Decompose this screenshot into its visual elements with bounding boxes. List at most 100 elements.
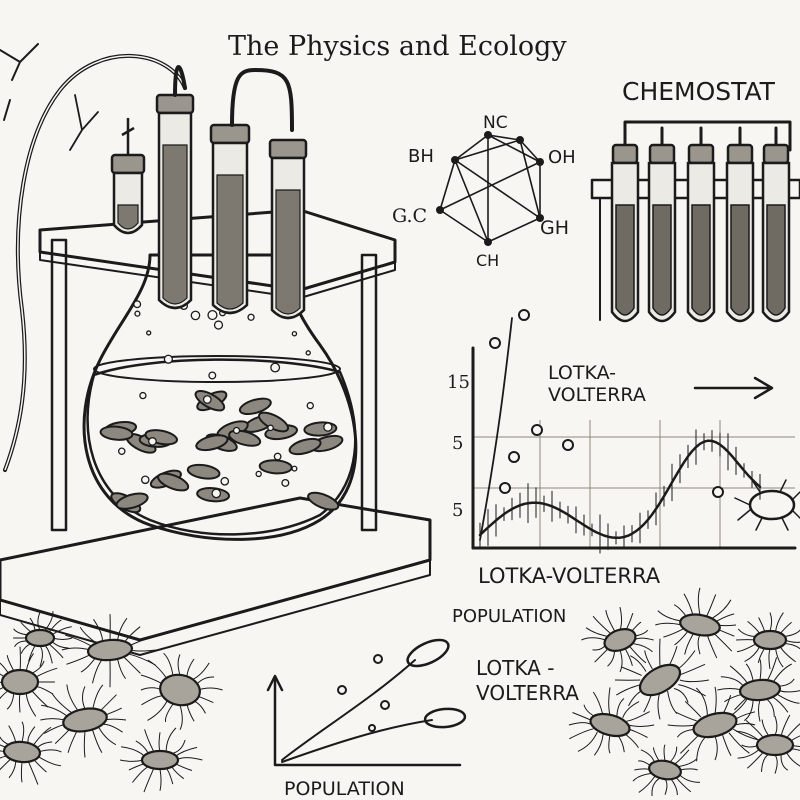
bacterium-flagellum <box>629 655 647 672</box>
bacterium-flagellum <box>722 735 732 757</box>
bacterium-flagellum <box>20 761 23 783</box>
bacterium-flagellum <box>8 725 17 743</box>
sketch-branches <box>0 43 39 121</box>
chemostat-tube-cap <box>648 143 676 165</box>
bacteria-cluster-right <box>568 587 800 797</box>
bacterium-flagellum <box>775 648 784 668</box>
bacterium-flagellum <box>128 762 146 771</box>
bacterium-flagellum <box>608 687 611 716</box>
bacterium-body <box>24 628 56 648</box>
bacterium-flagellum <box>66 653 92 665</box>
flask-bubble <box>148 437 157 446</box>
bacterium-flagellum <box>729 665 748 684</box>
bacterium-flagellum <box>745 663 754 681</box>
molecule-label-gh: GH <box>540 217 569 239</box>
molecule-bond <box>519 139 541 163</box>
bacterium-flagellum <box>735 730 761 742</box>
bacterium <box>614 638 709 720</box>
bacterium-body <box>86 638 134 662</box>
curve-hatching <box>479 429 761 554</box>
test-tube-cap <box>155 93 195 115</box>
bacterium-flagellum <box>621 666 642 676</box>
bacterium-body <box>692 711 738 739</box>
flask-bubble <box>270 362 281 373</box>
lower-graph-dots <box>337 654 390 732</box>
bacterium-flagellum <box>674 749 690 765</box>
sketch-twig <box>69 94 99 151</box>
bacterium-flagellum <box>674 776 692 793</box>
bacterium-flagellum <box>569 728 594 740</box>
bacterium-flagellum <box>746 751 764 769</box>
bacterium-flagellum <box>678 758 698 768</box>
bacterium-flagellum <box>29 617 36 631</box>
graph-dot <box>712 486 724 498</box>
molecule-label-ch: CH <box>476 251 499 270</box>
molecule-atom <box>484 131 492 139</box>
chemostat-tube-culture <box>652 204 672 316</box>
lower-graph-lines <box>281 659 433 763</box>
molecule-bond <box>454 159 489 243</box>
bacterium-flagellum <box>8 761 17 779</box>
graph-dot <box>531 424 543 436</box>
bacterium-flagellum <box>783 642 800 650</box>
bacterium-flagellum <box>67 729 78 753</box>
flask-bubble <box>133 300 142 309</box>
test-tube-cap <box>268 138 308 160</box>
bacterium-flagellum <box>716 613 735 622</box>
chemostat-tube-cap <box>726 143 754 165</box>
flask-bacterium <box>238 397 272 416</box>
molecule-label-bh: BH <box>408 146 434 167</box>
bacterium-flagellum <box>714 735 718 761</box>
chemostat-tube-culture <box>766 204 786 316</box>
test-tube-cap <box>209 123 251 145</box>
flask-bubble <box>140 475 150 485</box>
bacterium-flagellum <box>783 629 800 638</box>
graph-dot <box>499 482 511 494</box>
bacterium-flagellum <box>684 633 694 655</box>
flask-bacteria <box>99 390 344 514</box>
molecule-atom <box>436 206 444 214</box>
flask-bubble <box>323 422 333 432</box>
chemostat-tubes <box>610 143 791 323</box>
flask-bubble <box>267 424 274 432</box>
bacterium-flagellum <box>6 693 15 710</box>
bacterium-flagellum <box>657 691 661 720</box>
bacterium-flagellum <box>186 703 195 722</box>
bacterium-flagellum <box>780 714 791 736</box>
flask-apparatus <box>0 43 432 656</box>
bacterium-flagellum <box>92 730 103 753</box>
bacterium-flagellum <box>627 724 655 727</box>
bacterium-flagellum <box>123 656 141 674</box>
bacterium-flagellum <box>129 649 156 652</box>
bacterium-flagellum <box>147 700 168 721</box>
graph-arrow <box>693 376 774 400</box>
molecule-atom <box>516 136 524 144</box>
bacterium-flagellum <box>776 693 800 704</box>
molecule-bond <box>439 161 541 211</box>
lower-graph-axes <box>273 676 462 767</box>
chemostat-manifold-drops <box>660 126 778 147</box>
bacterium-flagellum <box>777 689 800 693</box>
bacterium-flagellum <box>683 593 694 616</box>
bacterium-flagellum <box>714 686 717 715</box>
bacterium-flagellum <box>186 658 195 677</box>
bacterium <box>568 687 655 756</box>
graph-dot <box>508 451 520 463</box>
lower-graph-bottom-label: POPULATION <box>284 778 405 800</box>
graph-label-lotka: LOTKA- <box>548 362 616 384</box>
page-title: The Physics and Ecology <box>228 31 567 62</box>
tick-label-5-upper: 5 <box>452 433 463 454</box>
culture-surface <box>93 355 341 383</box>
molecule-bond <box>439 159 456 211</box>
lower-graph-label-lotka: LOTKA - <box>476 656 554 680</box>
bacterium-flagellum <box>25 693 37 717</box>
bacterium-flagellum <box>93 619 103 641</box>
bacterium-flagellum <box>132 765 149 783</box>
bacterium-flagellum <box>164 703 174 723</box>
test-tube-cap <box>110 153 146 175</box>
bacterium-flagellum <box>759 659 762 681</box>
flask-bacterium <box>228 429 262 447</box>
bacterium-flagellum <box>673 688 689 703</box>
bacterium-flagellum <box>581 637 606 641</box>
